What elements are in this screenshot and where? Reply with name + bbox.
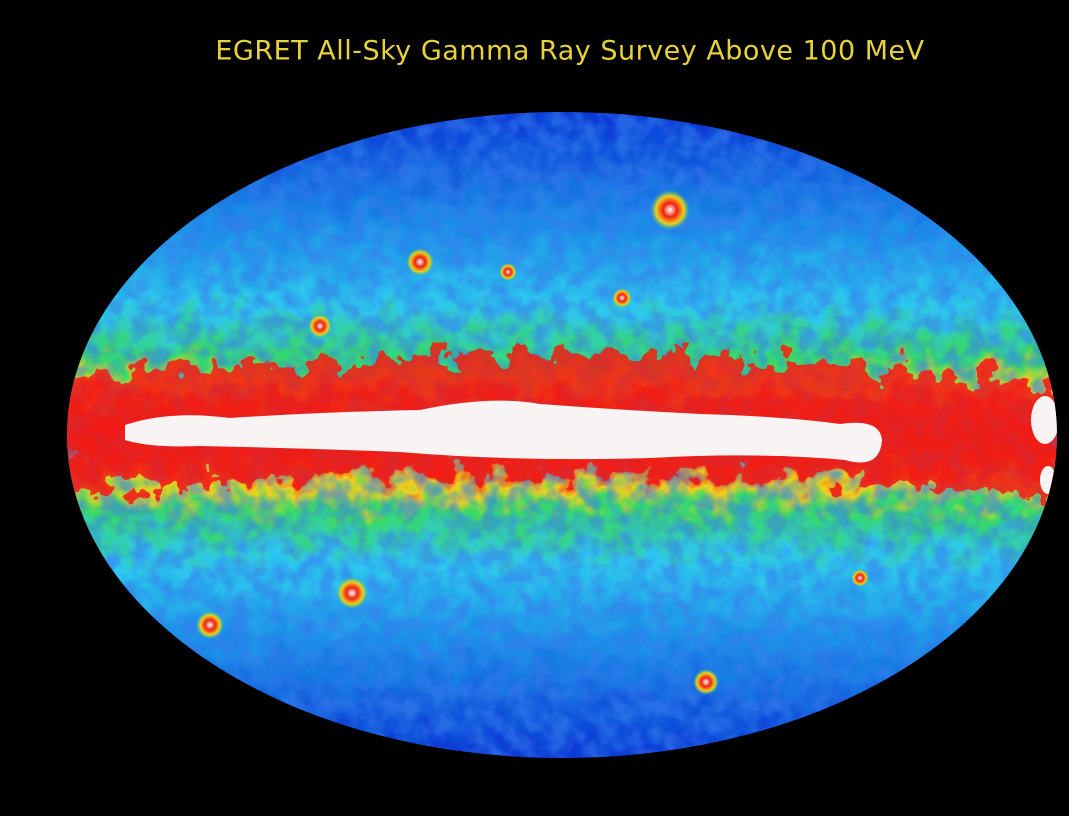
sky-map-figure: EGRET All-Sky Gamma Ray Survey Above 100…: [0, 0, 1069, 816]
page: EGRET All-Sky Gamma Ray Survey Above 100…: [0, 0, 1069, 816]
all-sky-map: [0, 100, 1069, 770]
map-title: EGRET All-Sky Gamma Ray Survey Above 100…: [215, 36, 924, 67]
